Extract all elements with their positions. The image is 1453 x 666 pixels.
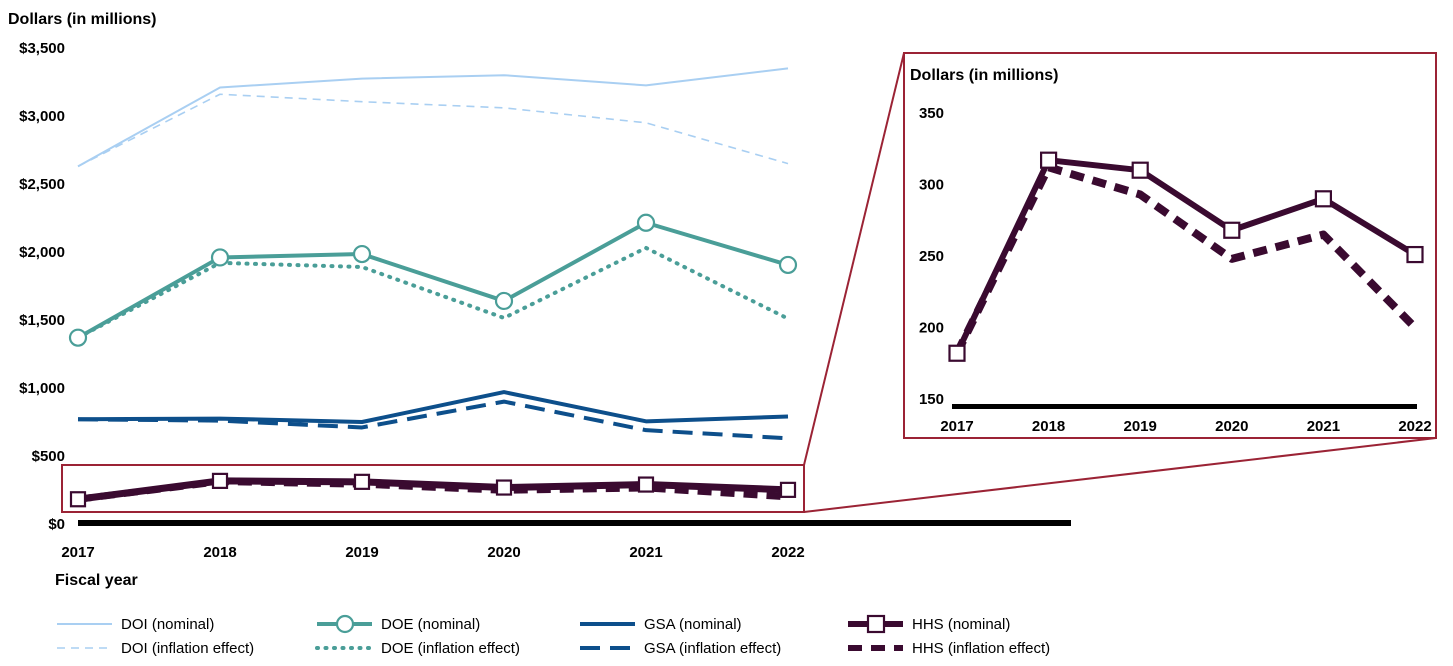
y-tick-label: $3,000 <box>19 108 65 125</box>
x-tick-label: 2018 <box>1032 418 1065 435</box>
inset-x-axis <box>952 404 1417 409</box>
main-x-axis <box>78 520 1071 526</box>
x-tick-label: 2022 <box>1398 418 1431 435</box>
legend-item-doi-inflation-effect: DOI (inflation effect) <box>57 640 254 657</box>
x-tick-label: 2018 <box>203 544 236 561</box>
data-point-doe-nominal <box>210 248 230 267</box>
legend-item-hhs-inflation-effect: HHS (inflation effect) <box>848 640 1050 657</box>
x-tick-label: 2021 <box>1307 418 1340 435</box>
data-point-hhs-nominal <box>637 476 655 493</box>
legend-label: HHS (nominal) <box>912 616 1010 633</box>
legend-label: GSA (nominal) <box>644 616 742 633</box>
main-x-axis-title: Fiscal year <box>55 572 138 589</box>
x-tick-label: 2020 <box>1215 418 1248 435</box>
y-tick-label: $2,000 <box>19 244 65 261</box>
data-point-hhs-nominal <box>1406 245 1424 264</box>
y-tick-label: $0 <box>48 516 65 533</box>
data-point-doe-nominal <box>68 328 88 347</box>
x-tick-label: 2019 <box>345 544 378 561</box>
legend-label: HHS (inflation effect) <box>912 640 1050 657</box>
data-point-hhs-nominal <box>1131 161 1149 179</box>
legend-item-doe-inflation-effect: DOE (inflation effect) <box>315 640 520 657</box>
inset-frame <box>903 52 1437 439</box>
data-point-doe-nominal <box>778 255 798 275</box>
legend-marker <box>335 614 355 634</box>
x-tick-label: 2017 <box>940 418 973 435</box>
data-point-doe-nominal <box>636 213 656 232</box>
legend-label: DOI (inflation effect) <box>121 640 254 657</box>
inset-y-axis-title: Dollars (in millions) <box>910 67 1058 84</box>
inset-x-ticks: 2017 2018 2019 2020 2021 2022 <box>940 418 1431 435</box>
data-point-hhs-nominal <box>1314 190 1333 208</box>
y-tick-label: 350 <box>919 105 944 122</box>
data-point-hhs-nominal <box>948 344 966 362</box>
legend-item-doi-nominal: DOI (nominal) <box>57 616 214 633</box>
legend-label: DOE (nominal) <box>381 616 480 633</box>
series-line-doi-inflation-effect <box>77 93 789 168</box>
legend-item-gsa-nominal: GSA (nominal) <box>580 616 742 633</box>
zoom-connector-bottom <box>803 437 1437 513</box>
legend-label: DOE (inflation effect) <box>381 640 520 657</box>
legend-item-gsa-inflation-effect: GSA (inflation effect) <box>580 640 781 657</box>
y-tick-label: $3,500 <box>19 40 65 57</box>
data-point-hhs-nominal <box>211 472 229 489</box>
main-y-ticks: $0 $500 $1,000 $1,500 $2,000 $2,500 $3,000 $3,5… <box>19 40 65 533</box>
x-tick-label: 2020 <box>487 544 520 561</box>
series-line-doe-inflation-effect <box>76 245 790 340</box>
data-point-doe-nominal <box>352 244 372 264</box>
legend-item-doe-nominal: DOE (nominal) <box>317 614 480 634</box>
data-point-hhs-nominal <box>353 473 371 490</box>
series-line-gsa-nominal <box>77 390 789 424</box>
data-point-hhs-nominal <box>69 491 87 508</box>
y-tick-label: $1,500 <box>19 312 65 329</box>
legend: DOI (nominal) DOI (inflation effect) DOE (… <box>57 614 1050 657</box>
zoom-connector-top <box>803 52 905 466</box>
data-point-doe-nominal <box>494 291 514 311</box>
y-tick-label: $1,000 <box>19 380 65 397</box>
data-point-hhs-nominal <box>495 479 513 496</box>
data-point-hhs-nominal <box>1039 151 1058 169</box>
data-point-hhs-nominal <box>1223 221 1241 239</box>
x-tick-label: 2022 <box>771 544 804 561</box>
main-y-axis-title: Dollars (in millions) <box>8 11 156 28</box>
series-line-doi-nominal <box>77 67 789 168</box>
main-x-ticks: 2017 2018 2019 2020 2021 2022 <box>61 544 804 561</box>
series-line-hhs-nominal <box>77 477 789 503</box>
x-tick-label: 2019 <box>1124 418 1157 435</box>
x-tick-label: 2021 <box>629 544 662 561</box>
legend-marker <box>866 614 886 634</box>
x-tick-label: 2017 <box>61 544 94 561</box>
legend-item-hhs-nominal: HHS (nominal) <box>848 614 1010 634</box>
inset-y-ticks: 150 200 250 300 350 <box>919 105 944 408</box>
y-tick-label: $500 <box>32 448 65 465</box>
series-line-hhs-nominal <box>954 157 1417 355</box>
y-tick-label: 150 <box>919 391 944 408</box>
y-tick-label: 300 <box>919 177 944 194</box>
y-tick-label: 200 <box>919 320 944 337</box>
y-tick-label: 250 <box>919 248 944 265</box>
main-series <box>68 67 798 508</box>
zoom-highlight-box <box>61 464 805 513</box>
y-tick-label: $2,500 <box>19 176 65 193</box>
inset-series <box>948 151 1424 362</box>
legend-label: DOI (nominal) <box>121 616 214 633</box>
legend-label: GSA (inflation effect) <box>644 640 781 657</box>
series-line-doe-nominal <box>77 220 789 340</box>
data-point-hhs-nominal <box>779 481 797 498</box>
